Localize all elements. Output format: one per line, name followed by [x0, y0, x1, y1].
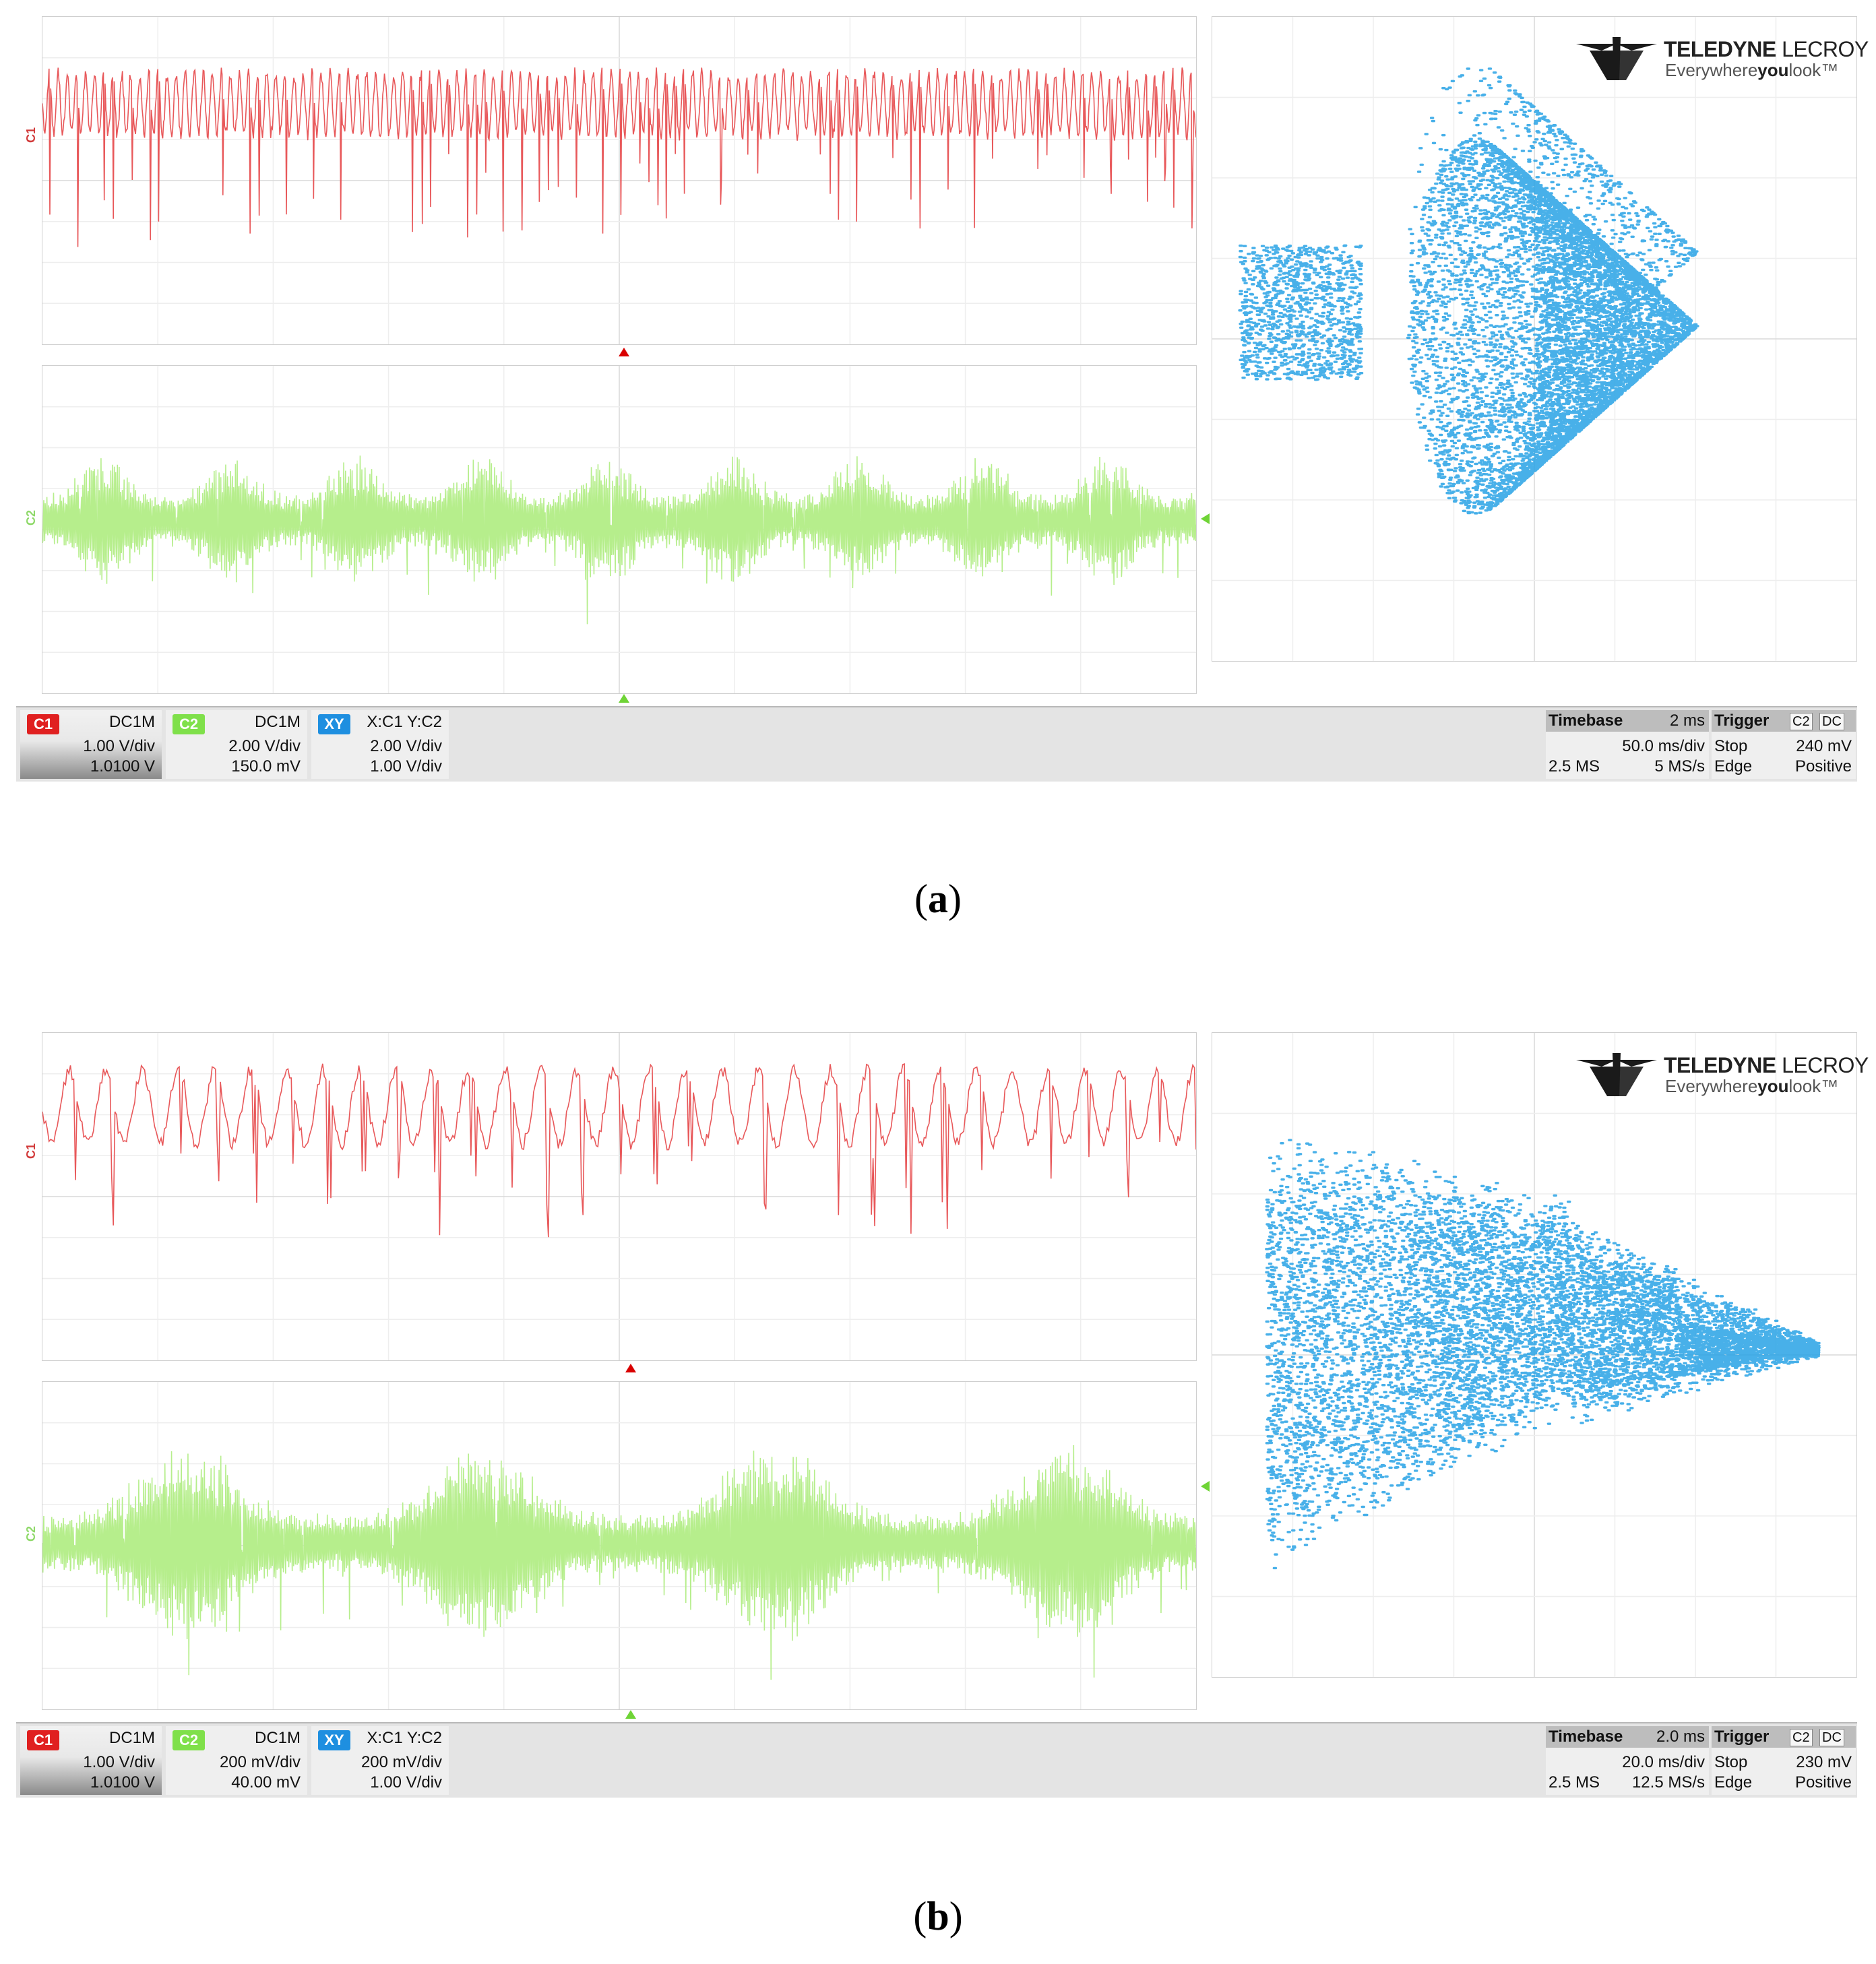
caption-a: (a): [914, 877, 962, 921]
scope-status-bar: C1 DC1M 1.00 V/div 1.0100 V C2 DC1M 2.00…: [16, 706, 1857, 782]
timebase-tdiv: 20.0 ms/div: [1622, 1753, 1705, 1771]
trigger-type: Edge: [1714, 757, 1753, 775]
trigger-mode: Stop: [1714, 737, 1748, 755]
trigger-label: Trigger: [1714, 1728, 1770, 1746]
trigger-slope: Positive: [1794, 757, 1852, 775]
c2-trace: [42, 366, 1196, 693]
trigger-descriptor-box[interactable]: Trigger C2 DC Stop 240 mV Edge Positive: [1712, 710, 1856, 779]
c2-trace: [42, 1382, 1196, 1709]
c2-scale: 2.00 V/div: [228, 737, 301, 755]
c1-tag: C1: [27, 1730, 59, 1750]
c1-channel-label: C1: [24, 1143, 38, 1159]
c2-waveform-grid[interactable]: [42, 1381, 1197, 1710]
timebase-header: [1546, 1726, 1709, 1748]
c2-coupling: DC1M: [254, 713, 301, 731]
c1-offset: 1.0100 V: [90, 757, 155, 775]
lecroy-logo-icon: [1576, 1053, 1657, 1096]
xy-descriptor-box[interactable]: XY X:C1 Y:C2 2.00 V/div 1.00 V/div: [311, 710, 449, 779]
c2-trigger-position-marker[interactable]: [625, 1710, 636, 1719]
c1-trace: [42, 1033, 1196, 1360]
timebase-tdiv: 50.0 ms/div: [1622, 737, 1705, 755]
xy-attractor: [1212, 1033, 1856, 1677]
scope-screenshot-b: C1 C2 TELEDYNE LECROY Everywhereyoulook™…: [0, 1016, 1876, 1798]
c2-offset: 40.00 mV: [231, 1773, 301, 1792]
c2-tag: C2: [173, 1730, 205, 1750]
timebase-samples: 2.5 MS: [1549, 757, 1600, 775]
trigger-source: C2: [1790, 713, 1813, 730]
c1-channel-label: C1: [24, 127, 38, 143]
scope-status-bar: C1 DC1M 1.00 V/div 1.0100 V C2 DC1M 200 …: [16, 1722, 1857, 1798]
c2-channel-label: C2: [24, 509, 38, 526]
c1-scale: 1.00 V/div: [83, 1753, 155, 1771]
xy-tag: XY: [318, 714, 350, 734]
xy-scale-y: 1.00 V/div: [370, 757, 442, 775]
c1-trace: [42, 17, 1196, 344]
c2-tag: C2: [173, 714, 205, 734]
trigger-level-marker[interactable]: [1201, 1481, 1210, 1492]
xy-source: X:C1 Y:C2: [367, 1729, 442, 1747]
c2-scale: 200 mV/div: [219, 1753, 301, 1771]
c2-descriptor-box[interactable]: C2 DC1M 200 mV/div 40.00 mV: [166, 1726, 307, 1795]
c2-channel-label: C2: [24, 1525, 38, 1542]
xy-tag: XY: [318, 1730, 350, 1750]
trigger-descriptor-box[interactable]: Trigger C2 DC Stop 230 mV Edge Positive: [1712, 1726, 1856, 1795]
trigger-level: 240 mV: [1796, 737, 1852, 755]
c1-waveform-grid[interactable]: [42, 16, 1197, 345]
c1-descriptor-box[interactable]: C1 DC1M 1.00 V/div 1.0100 V: [20, 710, 162, 779]
xy-scale-x: 2.00 V/div: [370, 737, 442, 755]
xy-plot-grid[interactable]: TELEDYNE LECROY Everywhereyoulook™: [1212, 16, 1869, 662]
c1-waveform-grid[interactable]: [42, 1032, 1197, 1361]
c1-coupling: DC1M: [108, 713, 155, 731]
xy-plot-grid[interactable]: TELEDYNE LECROY Everywhereyoulook™: [1212, 1032, 1869, 1678]
timebase-descriptor-box[interactable]: Timebase 2 ms 50.0 ms/div 2.5 MS 5 MS/s: [1546, 710, 1709, 779]
trigger-position-marker[interactable]: [619, 348, 629, 356]
timebase-delay: 2 ms: [1669, 711, 1705, 730]
logo-tagline: Everywhereyoulook™: [1665, 1076, 1839, 1096]
timebase-label: Timebase: [1549, 711, 1623, 730]
trigger-position-marker[interactable]: [625, 1364, 636, 1372]
xy-scale-x: 200 mV/div: [361, 1753, 442, 1771]
c2-trigger-position-marker[interactable]: [619, 694, 629, 703]
logo-tagline: Everywhereyoulook™: [1665, 60, 1839, 80]
c1-scale: 1.00 V/div: [83, 737, 155, 755]
c1-coupling: DC1M: [108, 1729, 155, 1747]
logo-brand: TELEDYNE LECROY: [1664, 1053, 1869, 1077]
c2-waveform-grid[interactable]: [42, 365, 1197, 694]
timebase-header: [1546, 710, 1709, 732]
trigger-label: Trigger: [1714, 711, 1770, 730]
c1-descriptor-box[interactable]: C1 DC1M 1.00 V/div 1.0100 V: [20, 1726, 162, 1795]
trigger-coupling: DC: [1819, 713, 1844, 730]
c1-tag: C1: [27, 714, 59, 734]
c2-coupling: DC1M: [254, 1729, 301, 1747]
trigger-source: C2: [1790, 1729, 1813, 1746]
lecroy-logo-icon: [1576, 37, 1657, 80]
timebase-rate: 5 MS/s: [1654, 757, 1705, 775]
c2-offset: 150.0 mV: [231, 757, 301, 775]
trigger-type: Edge: [1714, 1773, 1753, 1792]
logo-brand: TELEDYNE LECROY: [1664, 37, 1869, 61]
trigger-level-marker[interactable]: [1201, 513, 1210, 524]
xy-attractor: [1212, 17, 1856, 661]
trigger-level: 230 mV: [1796, 1753, 1852, 1771]
c1-offset: 1.0100 V: [90, 1773, 155, 1792]
trigger-mode: Stop: [1714, 1753, 1748, 1771]
timebase-samples: 2.5 MS: [1549, 1773, 1600, 1792]
xy-scale-y: 1.00 V/div: [370, 1773, 442, 1792]
timebase-rate: 12.5 MS/s: [1631, 1773, 1705, 1792]
trigger-coupling: DC: [1819, 1729, 1844, 1746]
timebase-label: Timebase: [1549, 1728, 1623, 1746]
timebase-descriptor-box[interactable]: Timebase 2.0 ms 20.0 ms/div 2.5 MS 12.5 …: [1546, 1726, 1709, 1795]
caption-b: (b): [913, 1894, 963, 1938]
scope-screenshot-a: C1 C2 TELEDYNE LECROY Everywhereyoulook™…: [0, 0, 1876, 782]
xy-source: X:C1 Y:C2: [367, 713, 442, 731]
timebase-delay: 2.0 ms: [1656, 1728, 1705, 1746]
xy-descriptor-box[interactable]: XY X:C1 Y:C2 200 mV/div 1.00 V/div: [311, 1726, 449, 1795]
trigger-slope: Positive: [1794, 1773, 1852, 1792]
c2-descriptor-box[interactable]: C2 DC1M 2.00 V/div 150.0 mV: [166, 710, 307, 779]
